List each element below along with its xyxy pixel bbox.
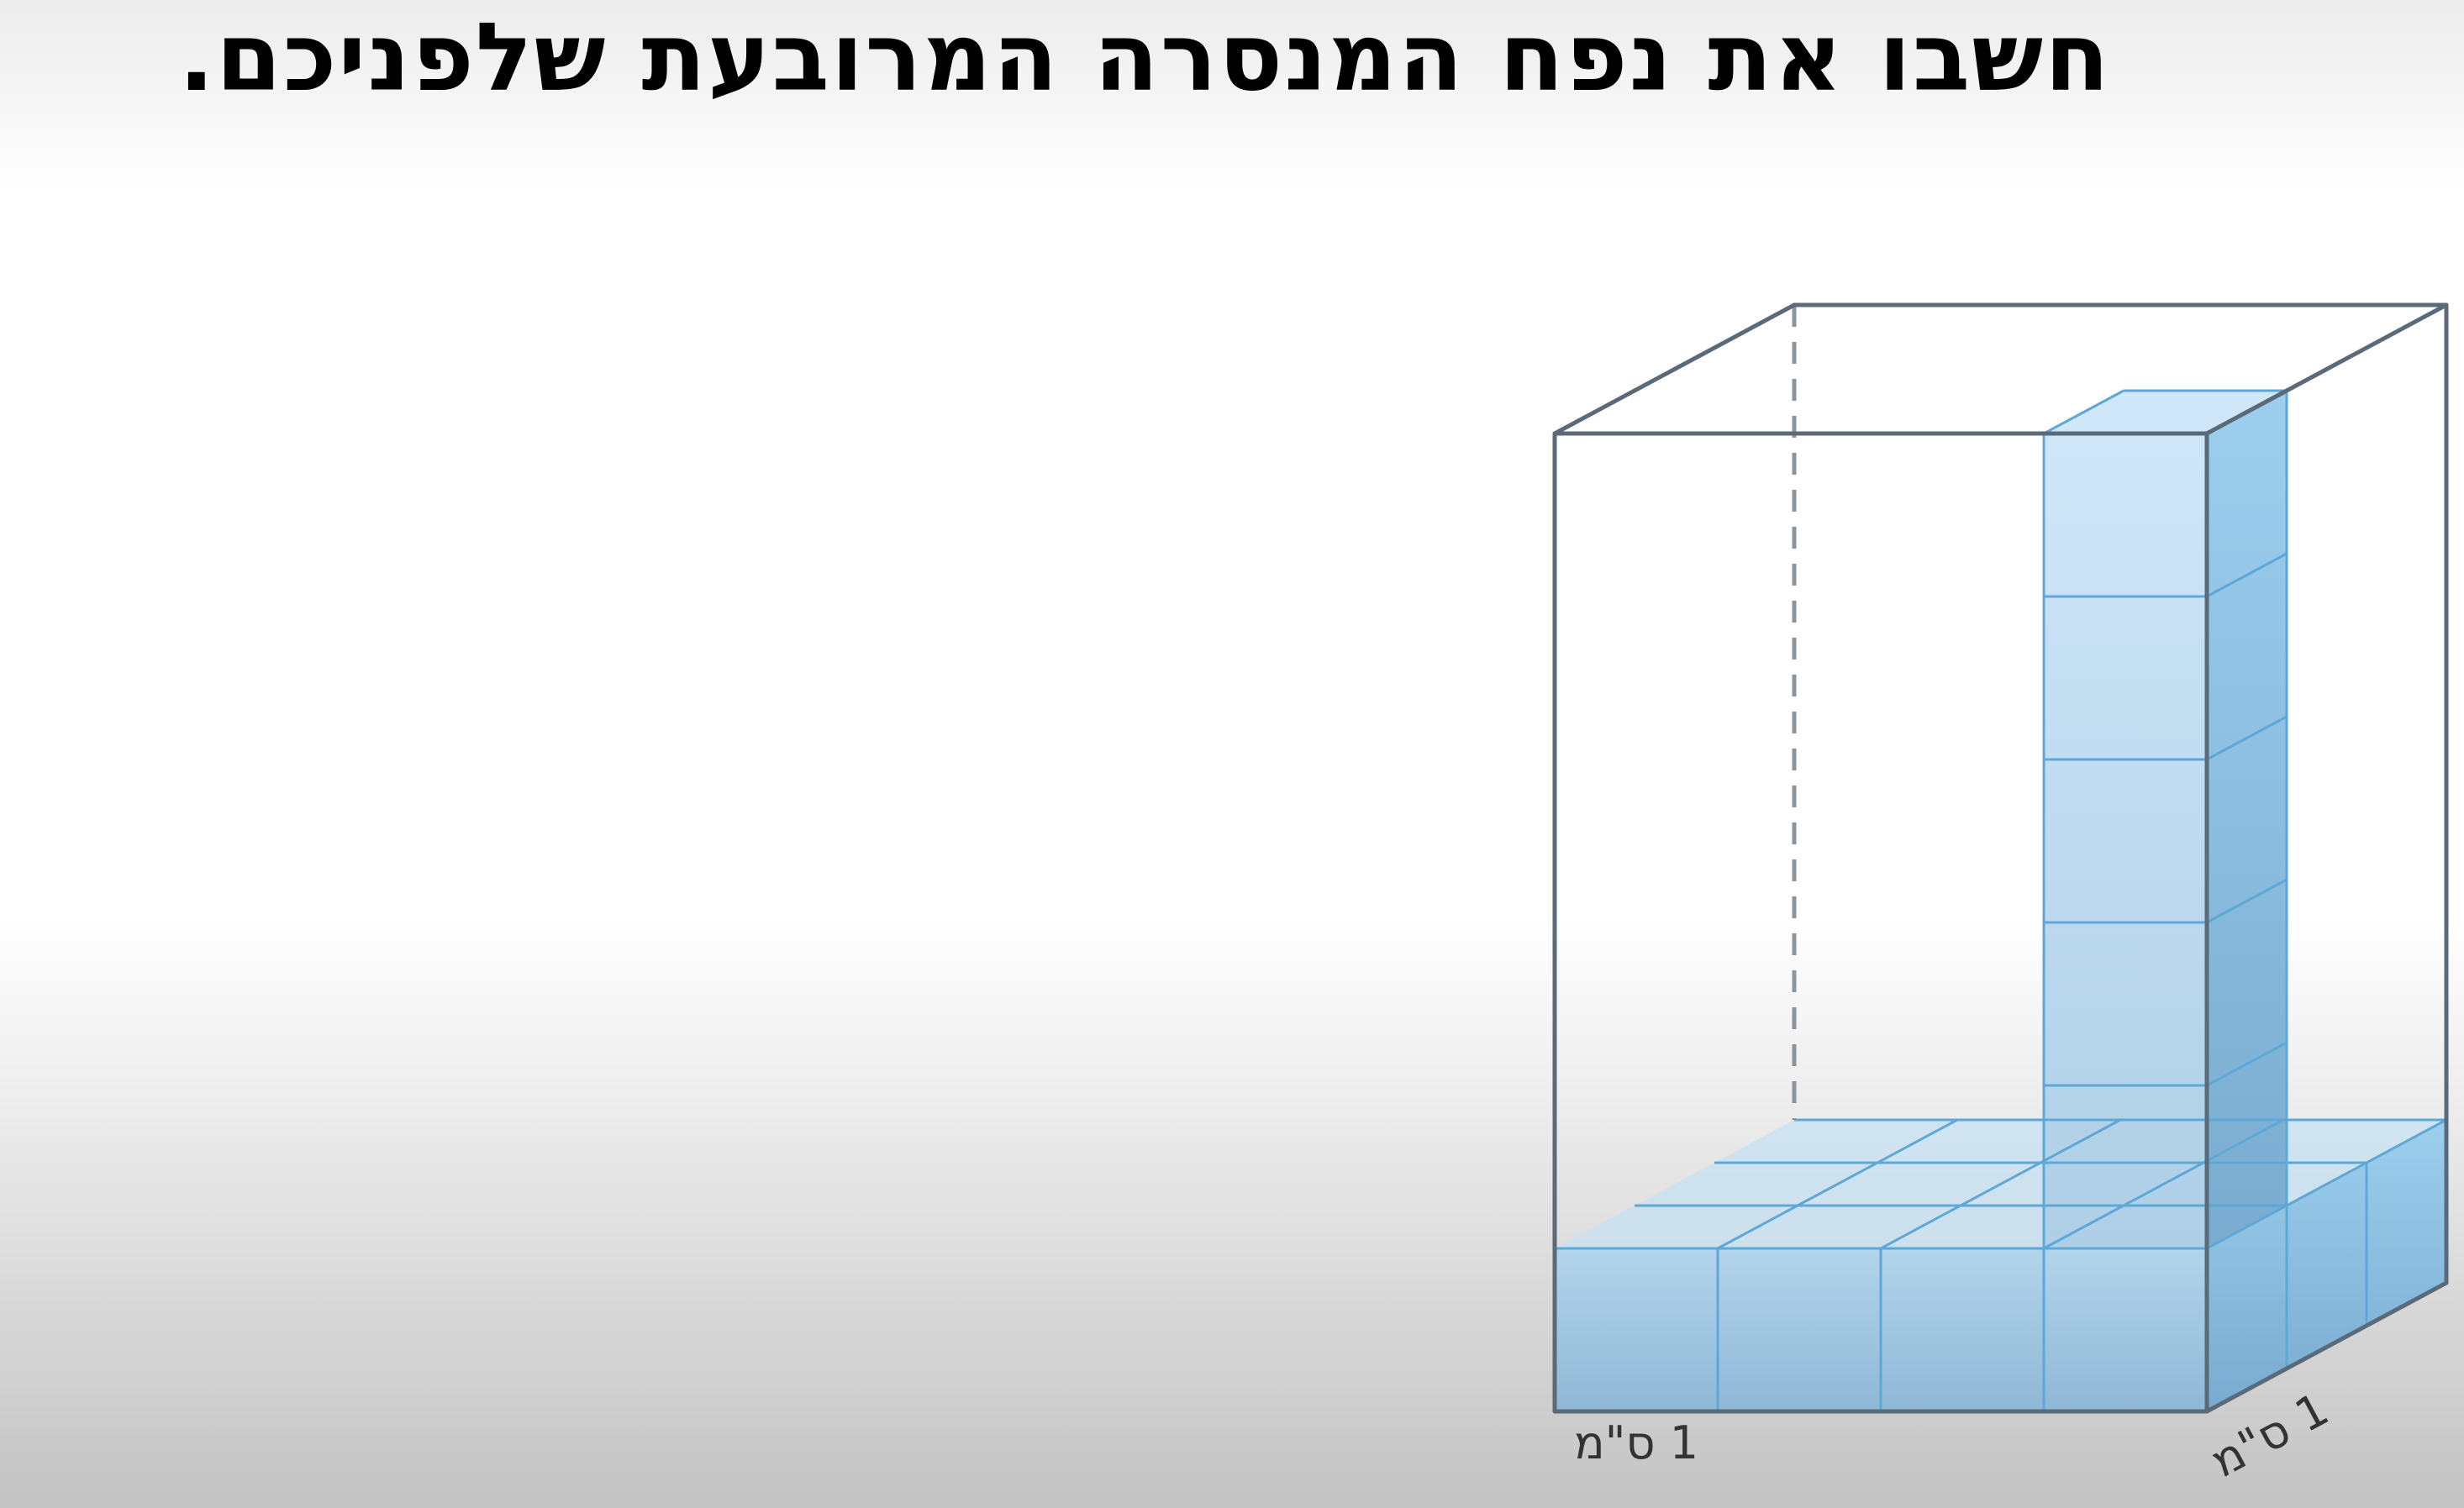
base-top-gridline xyxy=(1717,1118,1958,1250)
cube-faces xyxy=(1555,391,2446,1411)
cube-edges xyxy=(1555,389,2448,1411)
base-top-gridline xyxy=(1880,1118,2121,1250)
column-top-left-edge xyxy=(2043,389,2124,435)
outline-edge xyxy=(1552,302,1797,436)
column-side-gridline xyxy=(2206,552,2288,598)
column-side-gridline xyxy=(2206,878,2288,924)
base-side-face xyxy=(2207,1120,2446,1411)
base-side-top-edge xyxy=(2206,1118,2447,1250)
column-side-face xyxy=(2207,391,2287,1248)
width-unit-label: 1 ס"מ xyxy=(1574,1416,1698,1469)
column-front-face xyxy=(2044,433,2207,1248)
outline-edge xyxy=(2204,1280,2449,1414)
column-side-gridline xyxy=(2206,715,2288,761)
base-top-gridline xyxy=(2043,1118,2284,1250)
task-heading: חשבו את נפח המנסרה המרובעת שלפניכם. xyxy=(178,3,2111,113)
prism-outline xyxy=(1552,302,2449,1414)
column-side-gridline xyxy=(2206,1041,2288,1087)
outline-edge xyxy=(2204,302,2449,436)
